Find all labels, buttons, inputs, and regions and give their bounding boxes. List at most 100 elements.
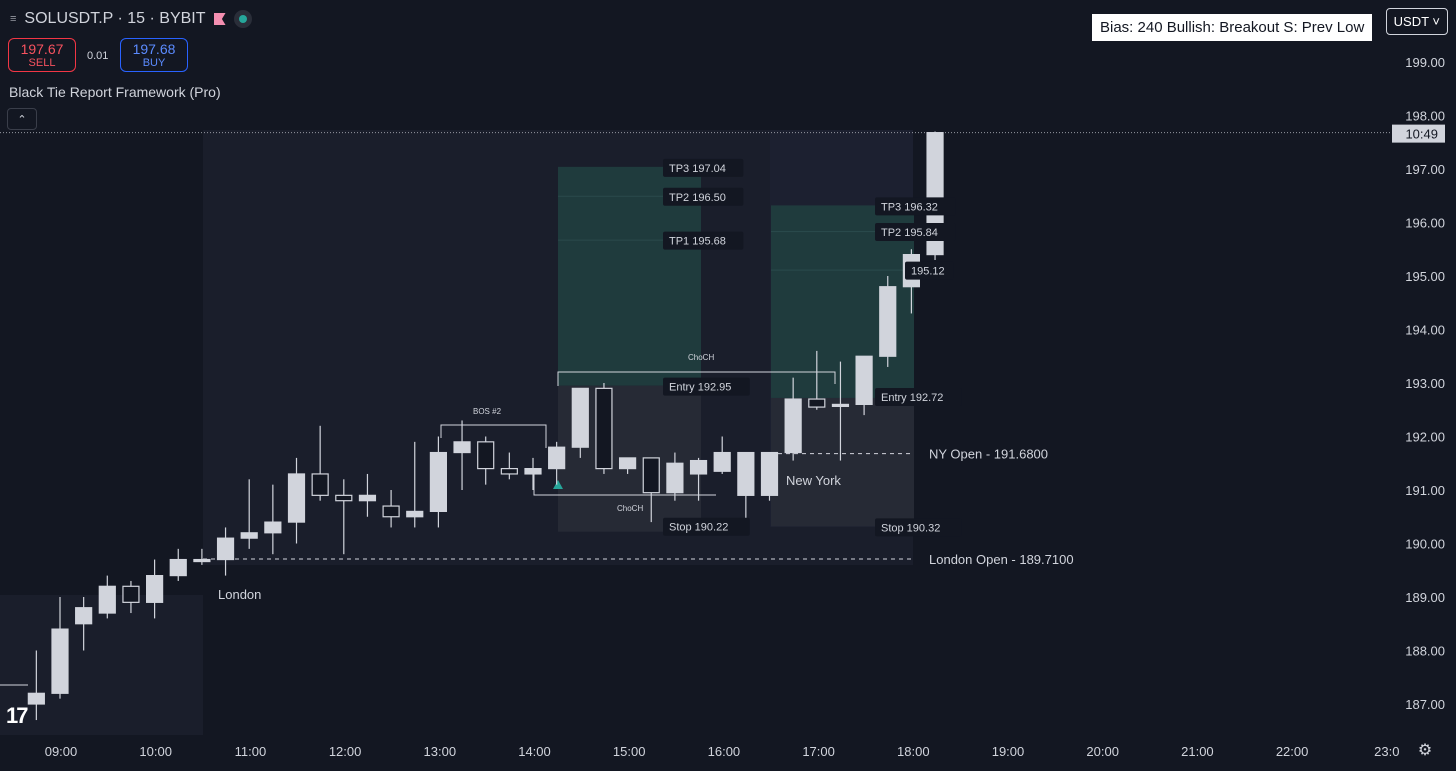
x-tick-label: 20:00 — [1086, 744, 1119, 759]
x-tick-label: 11:00 — [235, 744, 267, 759]
entry-marker-icon — [553, 480, 563, 489]
sell-button[interactable]: 197.67 SELL — [8, 38, 76, 72]
candle[interactable] — [500, 452, 518, 480]
candle[interactable] — [477, 436, 495, 485]
candle[interactable] — [122, 580, 140, 614]
candle-body — [477, 441, 495, 470]
candle[interactable] — [618, 457, 637, 474]
tp2-label-2-bg — [875, 223, 956, 242]
candle[interactable] — [524, 457, 542, 490]
bos-line — [440, 424, 547, 448]
london-session-label: London — [218, 587, 261, 602]
tradingview-logo[interactable]: 17 — [6, 703, 29, 728]
chevron-up-icon[interactable]: ⌃ — [7, 108, 37, 130]
tp1-label-2-bg — [905, 261, 954, 280]
candle[interactable] — [358, 473, 377, 517]
choch-label-upper: ChoCH — [688, 353, 714, 362]
candle[interactable] — [666, 452, 684, 501]
candle-body — [169, 558, 187, 577]
sell-price: 197.67 — [20, 41, 64, 57]
candle-body — [193, 558, 211, 563]
candle[interactable] — [879, 276, 897, 367]
candle[interactable] — [713, 436, 731, 474]
candle[interactable] — [169, 548, 187, 581]
candle-body — [808, 398, 826, 408]
candle[interactable] — [193, 548, 211, 565]
menu-icon[interactable]: ≡ — [10, 13, 17, 25]
candle[interactable] — [571, 387, 589, 458]
candle[interactable] — [98, 575, 116, 619]
candle-body — [98, 585, 116, 614]
candle[interactable] — [642, 457, 660, 523]
candle[interactable] — [831, 361, 850, 461]
candle[interactable] — [689, 457, 708, 501]
candle[interactable] — [855, 355, 873, 416]
candle[interactable] — [784, 377, 802, 461]
x-tick-label: 15:00 — [613, 744, 646, 759]
bos-label: BOS #2 — [473, 407, 502, 416]
choch-line-lower — [533, 470, 716, 496]
symbol-header[interactable]: ≡ SOLUSDT.P · 15 · BYBIT — [10, 10, 252, 28]
candle[interactable] — [146, 559, 164, 619]
candle-body — [311, 473, 329, 496]
candle[interactable] — [335, 479, 353, 555]
london-open-label: London Open - 189.7100 — [929, 552, 1074, 567]
y-tick-label: 190.00 — [1405, 537, 1445, 552]
candle-body — [784, 398, 802, 454]
candle[interactable] — [51, 597, 69, 699]
gear-icon[interactable]: ⚙ — [1417, 742, 1433, 759]
candle-body — [831, 403, 850, 407]
candle[interactable] — [216, 527, 235, 576]
candle-body — [287, 473, 306, 523]
tp2-label-1-bg — [663, 187, 744, 206]
countdown-label: 10:49 — [1405, 127, 1438, 142]
candle[interactable] — [429, 436, 447, 528]
candle[interactable] — [548, 441, 566, 485]
buy-button[interactable]: 197.68 BUY — [120, 38, 188, 72]
x-tick-label: 10:00 — [139, 744, 172, 759]
x-tick-label: 23:0 — [1374, 744, 1399, 759]
candle[interactable] — [406, 441, 424, 528]
y-tick-label: 194.00 — [1405, 323, 1445, 338]
candle[interactable] — [453, 420, 471, 490]
x-tick-label: 12:00 — [329, 744, 362, 759]
y-tick-label: 199.00 — [1405, 55, 1445, 70]
y-tick-label: 191.00 — [1405, 483, 1445, 498]
candle[interactable] — [240, 479, 258, 549]
stop-label-2-bg — [875, 518, 962, 537]
indicator-title[interactable]: Black Tie Report Framework (Pro) — [9, 84, 221, 100]
candle[interactable] — [75, 597, 93, 651]
tp2-divider-2 — [771, 231, 914, 233]
entry-label-1: Entry 192.95 — [669, 382, 731, 394]
candle-body — [689, 459, 708, 475]
bias-box: Bias: 240 Bullish: Breakout S: Prev Low — [1092, 14, 1373, 41]
candle[interactable] — [737, 451, 755, 528]
candle[interactable] — [287, 457, 306, 544]
candle[interactable] — [808, 350, 826, 410]
choch-line-upper — [557, 371, 836, 386]
currency-selector[interactable]: USDT ˅ — [1385, 8, 1448, 35]
entry-label-1-bg — [663, 377, 750, 396]
candle-body — [737, 451, 755, 496]
session-shade — [0, 595, 203, 735]
stop-label-2: Stop 190.32 — [881, 522, 940, 534]
candle-body — [51, 628, 69, 694]
y-tick-label: 196.00 — [1405, 216, 1445, 231]
candle[interactable] — [382, 490, 400, 528]
candle-body — [27, 692, 45, 705]
tp1-divider-2 — [771, 269, 914, 271]
candle[interactable] — [27, 650, 45, 721]
candle[interactable] — [595, 383, 613, 474]
y-tick-label: 197.00 — [1405, 162, 1445, 177]
candle-body — [548, 446, 566, 470]
candle-body — [75, 607, 93, 625]
candle[interactable] — [264, 484, 282, 555]
entry-label-2: Entry 192.72 — [881, 392, 943, 404]
tp1-label-1-bg — [663, 231, 744, 250]
candle[interactable] — [311, 425, 329, 501]
candle[interactable] — [760, 451, 779, 501]
flag-icon[interactable] — [213, 13, 226, 25]
x-tick-label: 14:00 — [518, 744, 551, 759]
candle-body — [618, 457, 637, 470]
